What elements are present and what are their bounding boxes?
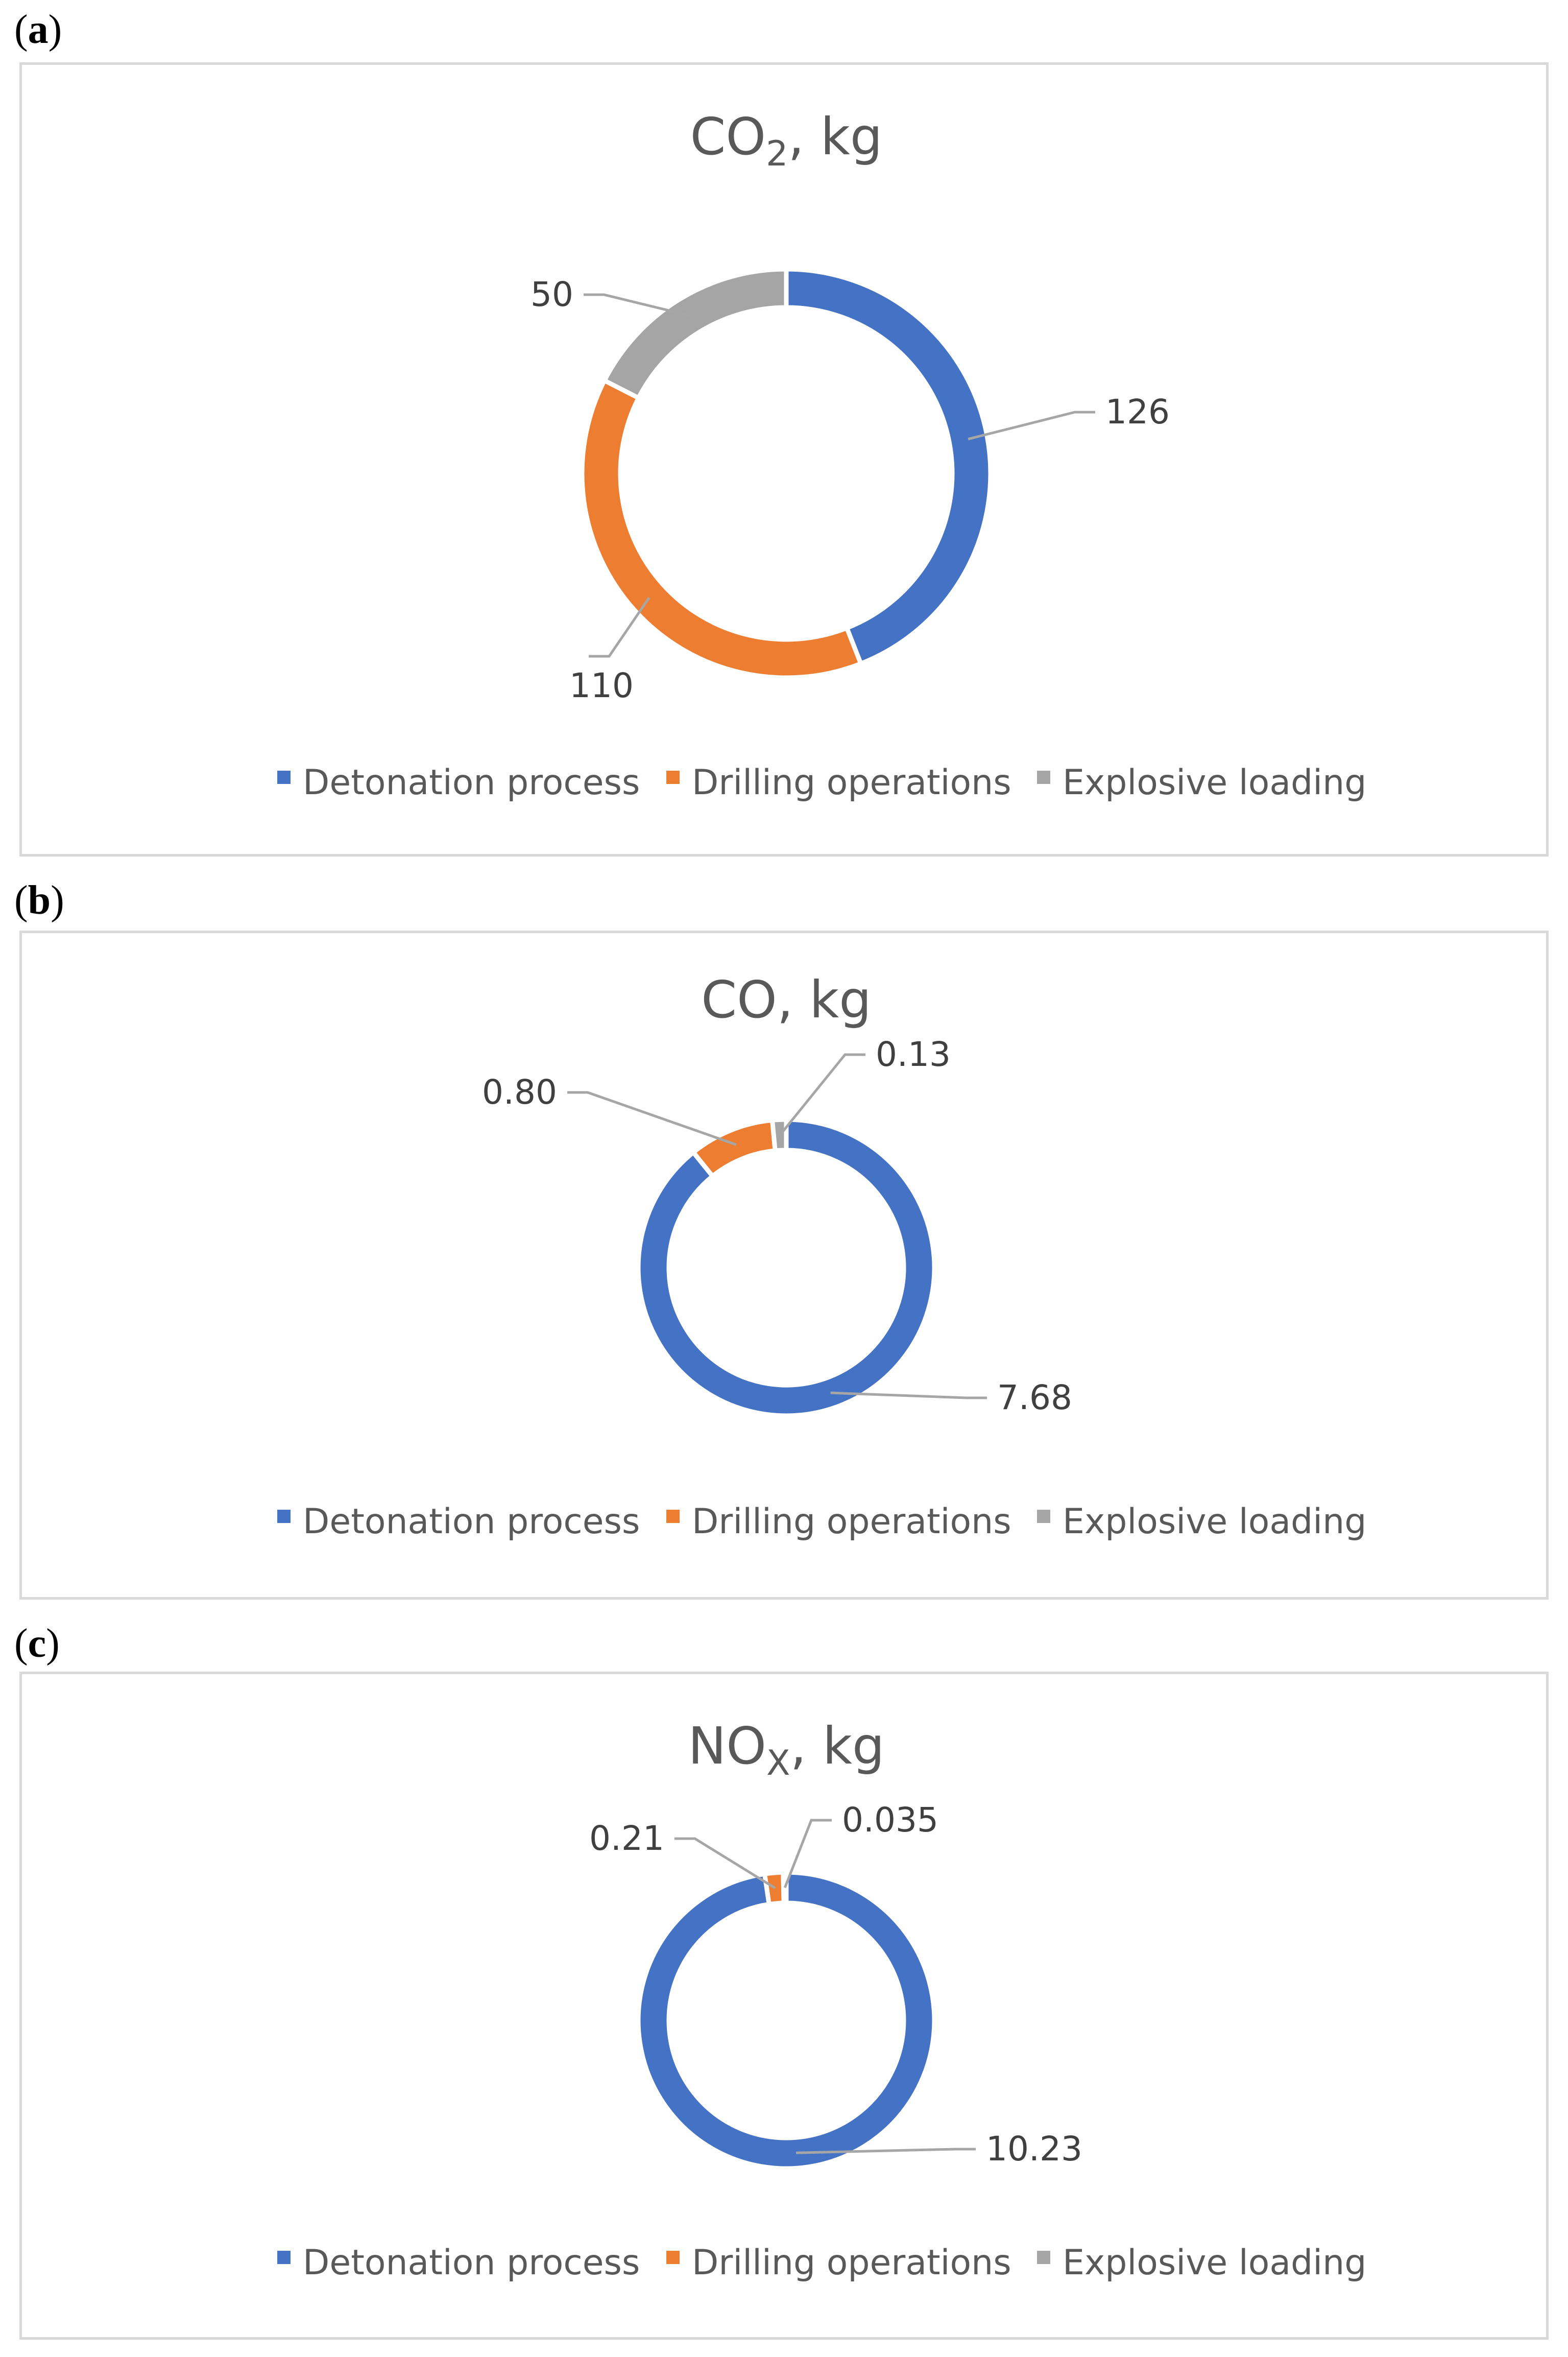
panel-label-b: (b)	[14, 878, 64, 923]
chart-panel-c: NOX, kg 10.23 0.21 0.035 Detonation process…	[19, 1672, 1549, 2340]
legend-label: Drilling operations	[692, 1502, 1011, 1542]
donut-slice-detonation-process	[784, 267, 993, 667]
panel-label-c: (c)	[14, 1621, 60, 1666]
donut-slice-drilling-operations	[690, 1117, 778, 1180]
data-label: 7.68	[997, 1378, 1072, 1417]
legend-swatch	[277, 771, 291, 784]
donut-slice-explosive-loading	[769, 1117, 789, 1153]
leader-line	[674, 1837, 776, 1890]
legend-swatch	[277, 1510, 291, 1523]
donut-slice-detonation-process	[636, 1117, 937, 1418]
legend-label: Explosive loading	[1063, 763, 1366, 803]
donut-slice-explosive-loading	[601, 267, 789, 401]
leader-line	[584, 293, 690, 317]
leader-line	[830, 1391, 987, 1399]
legend-swatch	[666, 2251, 680, 2264]
chart-title: CO2, kg	[690, 107, 883, 174]
data-label: 126	[1105, 392, 1170, 432]
donut-chart-co2: CO2, kg 126 110 50 Detonation process Drilli…	[277, 107, 1366, 803]
leader-line	[567, 1091, 737, 1146]
donut-chart-nox: NOX, kg 10.23 0.21 0.035 Detonation process…	[277, 1716, 1366, 2283]
legend-swatch	[1037, 771, 1050, 784]
chart-title: CO, kg	[701, 970, 872, 1030]
leader-line	[968, 411, 1095, 441]
data-label: 0.13	[876, 1035, 951, 1074]
leader-line	[589, 597, 650, 658]
panel-label-a: (a)	[14, 7, 62, 52]
data-label: 110	[569, 666, 634, 705]
legend-label: Drilling operations	[692, 2243, 1011, 2283]
legend-label: Detonation process	[303, 1502, 640, 1542]
legend-label: Explosive loading	[1063, 2243, 1366, 2283]
legend-swatch	[666, 771, 680, 784]
chart-title: NOX, kg	[688, 1716, 884, 1783]
legend-swatch	[1037, 1510, 1050, 1523]
legend-label: Explosive loading	[1063, 1502, 1366, 1542]
leader-line	[796, 2148, 976, 2154]
legend-label: Detonation process	[303, 763, 640, 803]
chart-panel-a: CO2, kg 126 110 50 Detonation process Drilli…	[19, 62, 1549, 856]
data-label: 0.80	[482, 1073, 557, 1112]
leader-line	[779, 1053, 865, 1136]
data-label: 10.23	[986, 2129, 1082, 2169]
chart-panel-b: CO, kg 7.68 0.80 0.13 Detonation process Dri…	[19, 931, 1549, 1600]
legend-swatch	[1037, 2251, 1050, 2264]
legend-label: Drilling operations	[692, 763, 1011, 803]
legend-swatch	[666, 1510, 680, 1523]
donut-slice-detonation-process	[636, 1870, 937, 2171]
data-label: 50	[530, 275, 573, 314]
donut-slice-drilling-operations	[580, 377, 864, 680]
data-label: 0.21	[589, 1819, 664, 1858]
donut-slice-explosive-loading	[781, 1870, 789, 1906]
legend-swatch	[277, 2251, 291, 2264]
donut-chart-co: CO, kg 7.68 0.80 0.13 Detonation process Dri…	[277, 970, 1366, 1542]
leader-line	[783, 1819, 832, 1888]
legend-label: Detonation process	[303, 2243, 640, 2283]
data-label: 0.035	[842, 1800, 938, 1840]
